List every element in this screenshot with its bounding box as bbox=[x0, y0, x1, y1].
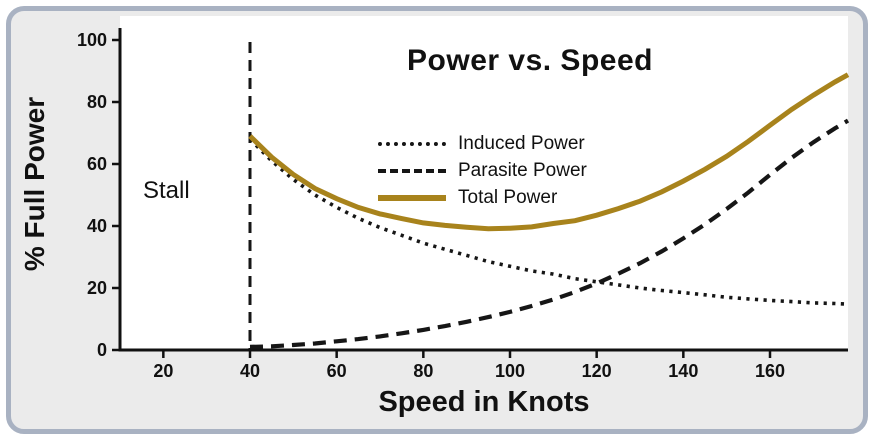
svg-text:20: 20 bbox=[87, 278, 107, 298]
legend-item-induced-power: Induced Power bbox=[378, 133, 587, 155]
svg-text:120: 120 bbox=[582, 361, 612, 381]
svg-text:60: 60 bbox=[327, 361, 347, 381]
svg-text:160: 160 bbox=[755, 361, 785, 381]
svg-text:40: 40 bbox=[240, 361, 260, 381]
legend-label-induced-power: Induced Power bbox=[458, 133, 585, 154]
svg-text:60: 60 bbox=[87, 154, 107, 174]
svg-text:0: 0 bbox=[97, 340, 107, 360]
legend-item-total-power: Total Power bbox=[378, 187, 587, 209]
legend-label-total-power: Total Power bbox=[458, 187, 558, 208]
chart-legend: Induced Power Parasite Power Total Power bbox=[378, 133, 587, 209]
total-power-line-icon bbox=[378, 195, 446, 201]
svg-text:40: 40 bbox=[87, 216, 107, 236]
x-axis-label: Speed in Knots bbox=[378, 386, 590, 418]
parasite-power-line-icon bbox=[378, 169, 446, 173]
svg-text:80: 80 bbox=[87, 92, 107, 112]
svg-text:100: 100 bbox=[495, 361, 525, 381]
svg-text:20: 20 bbox=[153, 361, 173, 381]
svg-text:80: 80 bbox=[413, 361, 433, 381]
induced-power-line-icon bbox=[378, 142, 446, 146]
legend-label-parasite-power: Parasite Power bbox=[458, 160, 587, 181]
y-axis-label: % Full Power bbox=[19, 96, 50, 272]
chart-title: Power vs. Speed bbox=[407, 44, 653, 77]
svg-text:100: 100 bbox=[77, 30, 107, 50]
legend-item-parasite-power: Parasite Power bbox=[378, 160, 587, 182]
svg-text:140: 140 bbox=[668, 361, 698, 381]
stall-annotation: Stall bbox=[143, 177, 190, 204]
